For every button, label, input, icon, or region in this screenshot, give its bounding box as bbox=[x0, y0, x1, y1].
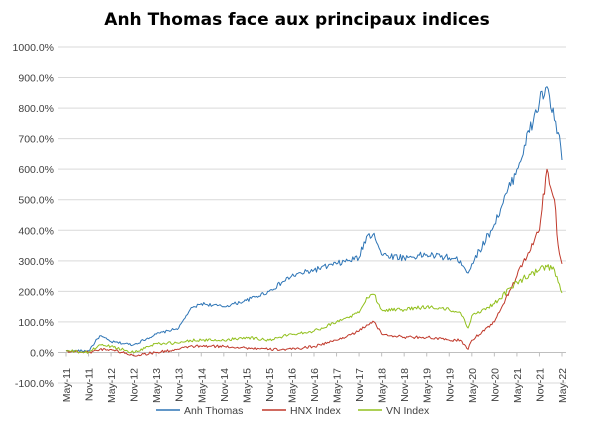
series-line-2 bbox=[65, 168, 563, 357]
x-axis: May-11 Nov-11 May-12 Nov-12 May-13 Nov-13 May-… bbox=[61, 352, 569, 403]
x-tick-label: May-13 bbox=[151, 368, 163, 403]
x-tick-label: Nov-11 bbox=[84, 368, 96, 401]
y-tick-label: 0.0% bbox=[30, 347, 54, 359]
legend-label: Anh Thomas bbox=[184, 405, 243, 417]
x-tick-label: Nov-16 bbox=[309, 368, 321, 402]
x-tick-label: May-12 bbox=[106, 368, 118, 403]
x-tick-label: May-19 bbox=[422, 368, 434, 403]
y-tick-label: 200.0% bbox=[18, 286, 54, 298]
x-tick-label: May-18 bbox=[377, 368, 389, 403]
series-line-1 bbox=[65, 86, 563, 353]
x-tick-label: May-22 bbox=[557, 368, 569, 403]
y-axis: 1000.0% 900.0% 800.0% 700.0% 600.0% 500.0% 400… bbox=[13, 42, 54, 390]
y-tick-label: 700.0% bbox=[18, 134, 54, 146]
y-tick-label: 1000.0% bbox=[13, 42, 54, 54]
series-lines bbox=[65, 86, 563, 357]
x-tick-label: Nov-17 bbox=[354, 368, 366, 402]
chart-title: Anh Thomas face aux principaux indices bbox=[104, 10, 489, 30]
x-tick-label: Nov-18 bbox=[399, 368, 411, 402]
x-tick-label: Nov-19 bbox=[444, 368, 456, 402]
x-tick-label: May-16 bbox=[286, 368, 298, 403]
x-tick-label: Nov-20 bbox=[489, 368, 501, 402]
x-tick-label: Nov-13 bbox=[174, 368, 186, 402]
x-tick-label: May-20 bbox=[467, 368, 479, 403]
legend-label: VN Index bbox=[386, 405, 430, 417]
y-tick-label: 500.0% bbox=[18, 195, 54, 207]
x-tick-label: Nov-15 bbox=[264, 368, 276, 402]
legend: Anh Thomas HNX Index VN Index bbox=[156, 405, 430, 417]
x-tick-label: May-15 bbox=[241, 368, 253, 403]
x-tick-label: Nov-12 bbox=[129, 368, 141, 402]
x-tick-label: Nov-21 bbox=[534, 368, 546, 402]
y-tick-label: 400.0% bbox=[18, 225, 54, 237]
y-tick-label: 800.0% bbox=[18, 103, 54, 115]
x-tick-label: Nov-14 bbox=[219, 368, 231, 402]
y-tick-label: 100.0% bbox=[18, 317, 54, 329]
y-tick-label: 300.0% bbox=[18, 256, 54, 268]
x-tick-label: May-14 bbox=[196, 368, 208, 403]
x-tick-label: May-17 bbox=[332, 368, 344, 403]
x-tick-label: May-11 bbox=[61, 368, 73, 402]
x-tick-label: May-21 bbox=[512, 368, 524, 403]
series-line-3 bbox=[66, 264, 563, 354]
legend-label: HNX Index bbox=[290, 405, 342, 417]
y-tick-label: 900.0% bbox=[18, 73, 54, 85]
y-tick-label: -100.0% bbox=[15, 378, 54, 390]
gridlines bbox=[58, 46, 566, 384]
y-tick-label: 600.0% bbox=[18, 164, 54, 176]
